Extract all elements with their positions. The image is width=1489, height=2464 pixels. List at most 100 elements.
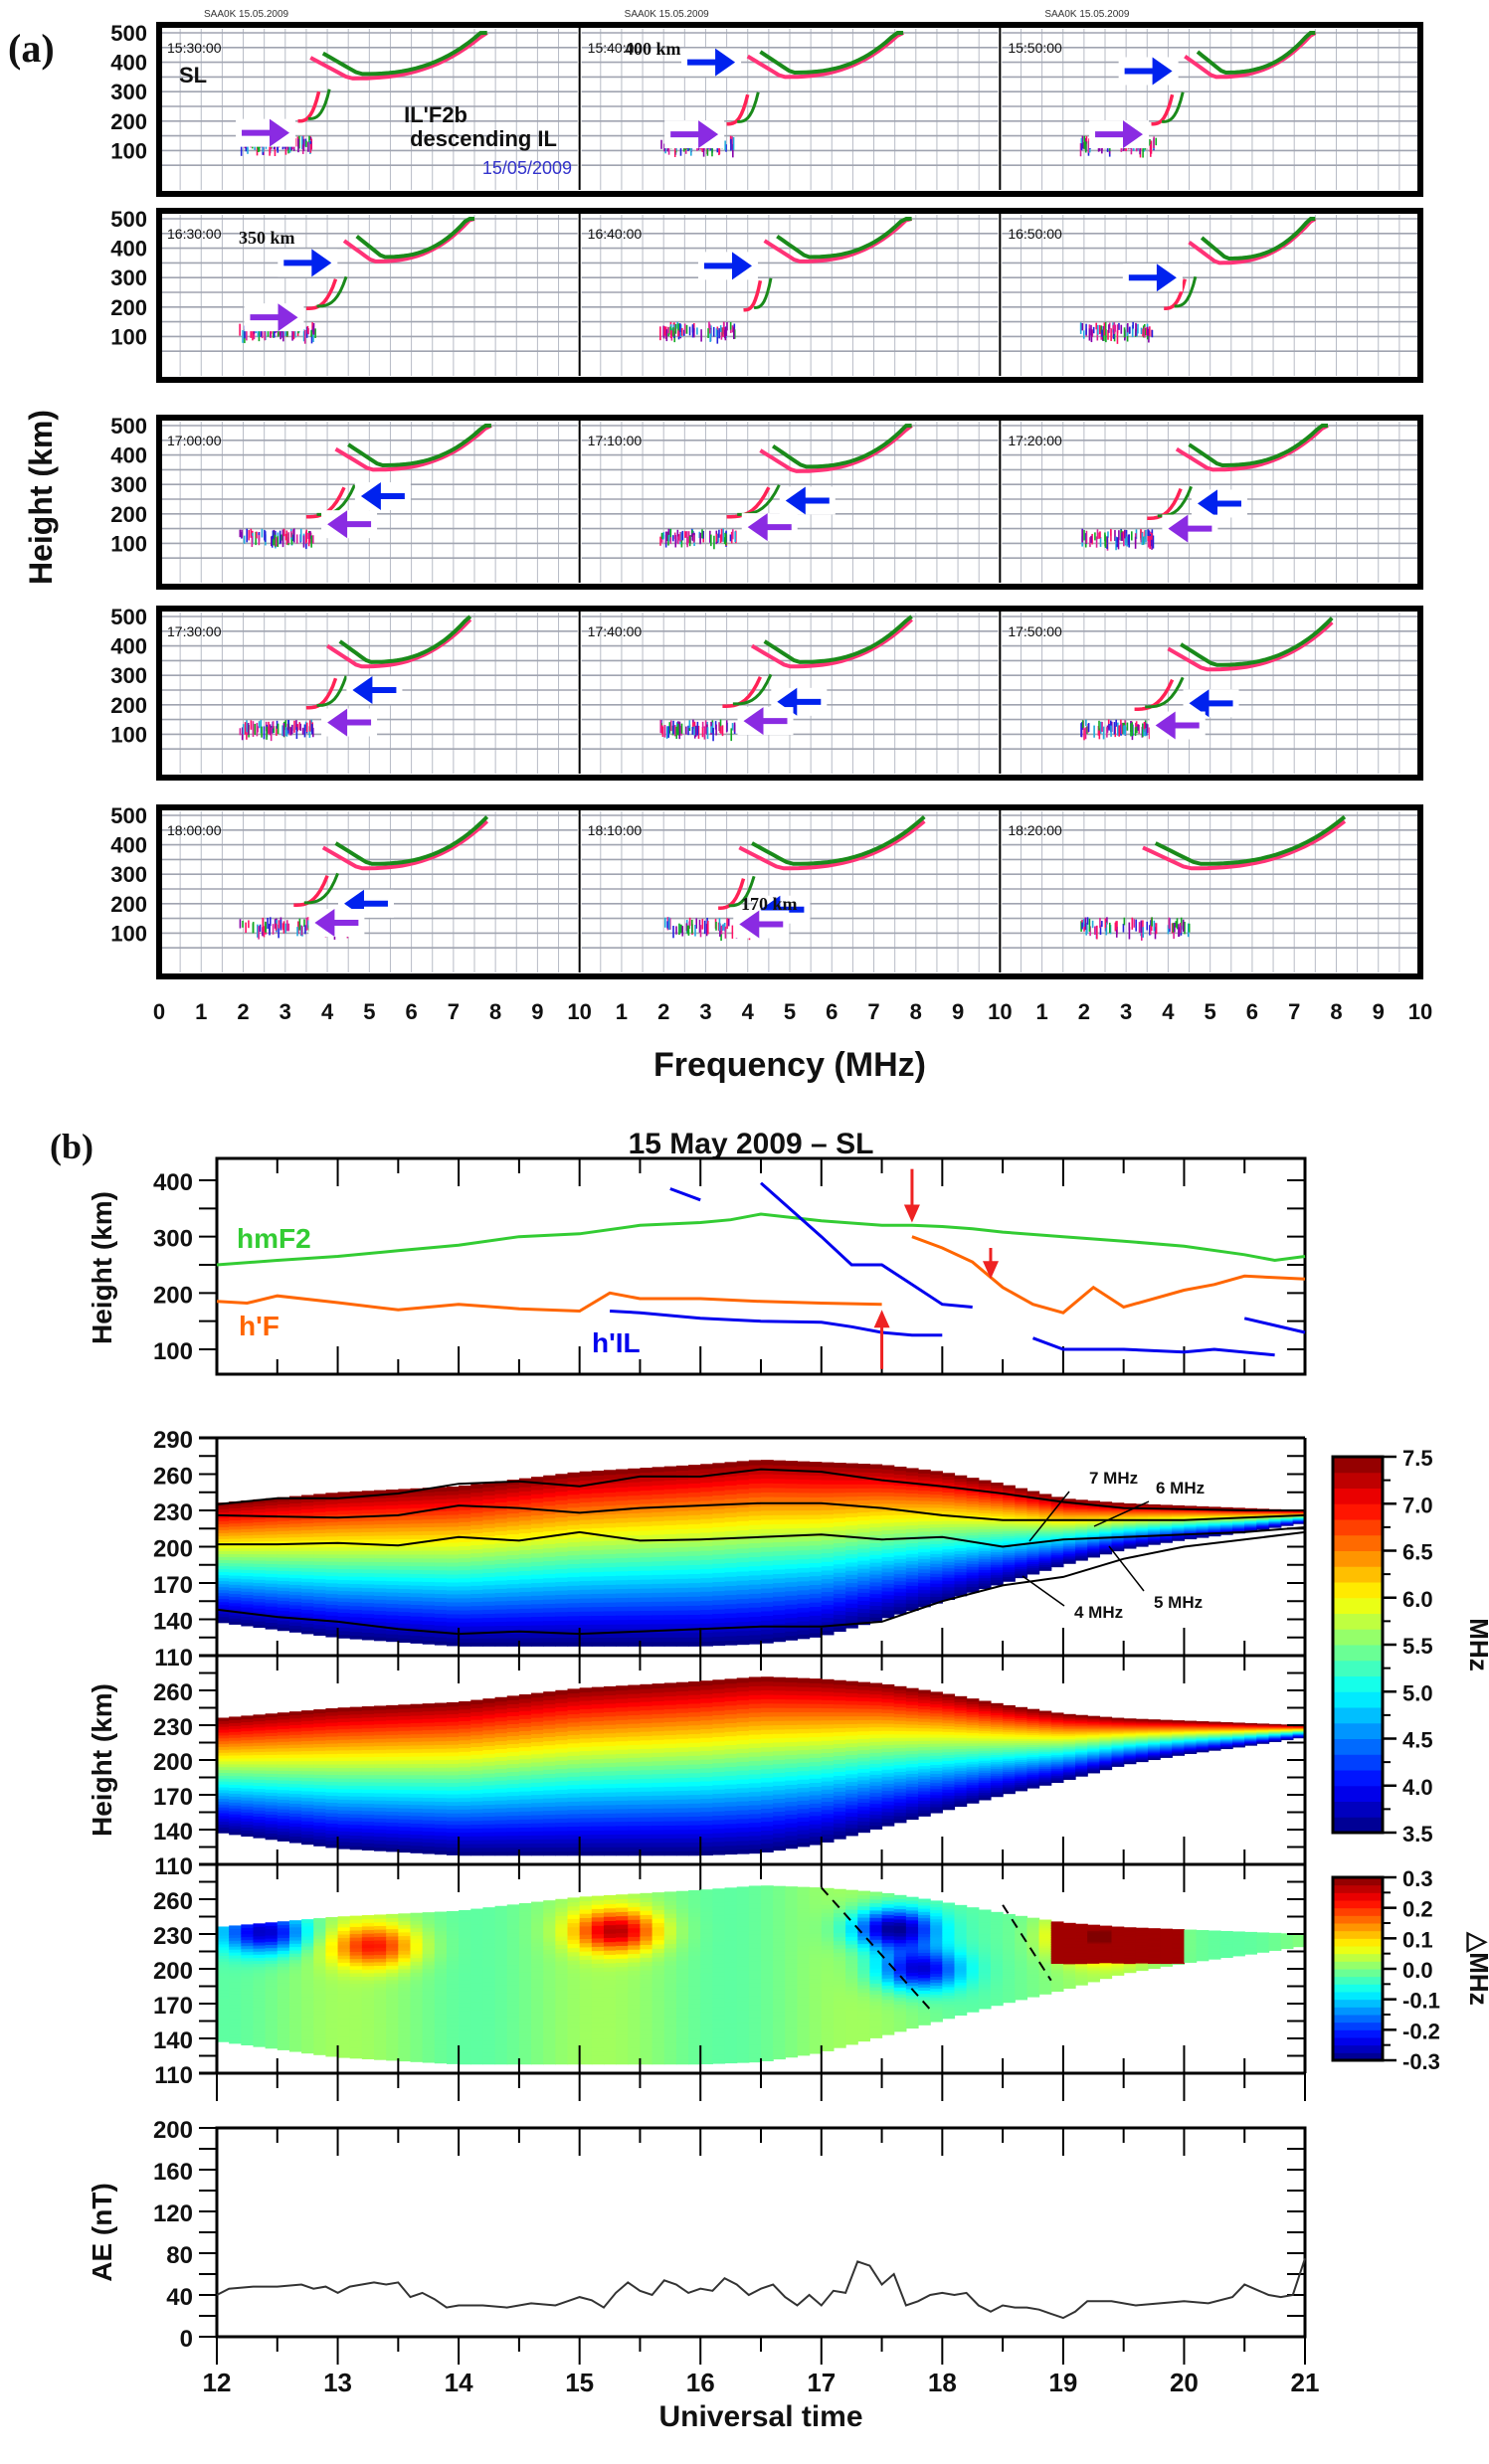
y-tick-label: 500	[110, 803, 147, 828]
heatmap-cell	[507, 1559, 520, 1564]
heatmap-cell	[918, 1572, 931, 1576]
heatmap-cell	[688, 1583, 701, 1588]
heatmap-cell	[531, 1540, 544, 1545]
heatmap-cell	[810, 1598, 823, 1603]
y-tick-label: 200	[110, 502, 147, 527]
heatmap-cell	[301, 1564, 314, 1568]
heatmap-cell	[894, 1592, 907, 1596]
heatmap-cell	[301, 1533, 314, 1537]
heatmap-cell	[398, 1589, 411, 1593]
echo-point	[659, 326, 661, 340]
echo-point	[1083, 136, 1085, 149]
heatmap-cell	[894, 1474, 907, 1478]
heatmap-cell	[543, 1565, 556, 1570]
heatmap-cell	[737, 1475, 750, 1480]
heatmap-cell	[386, 1561, 399, 1565]
heatmap-cell	[398, 1504, 411, 1508]
heatmap-cell	[810, 1496, 823, 1501]
heatmap-cell	[555, 1496, 568, 1500]
heatmap-cell	[749, 1538, 762, 1543]
heatmap-cell	[301, 1578, 314, 1582]
heatmap-cell	[531, 1527, 544, 1532]
heatmap-cell	[894, 1562, 907, 1566]
heatmap-cell	[301, 1508, 314, 1512]
heatmap-cell	[640, 1521, 652, 1526]
heatmap-cell	[507, 1596, 520, 1601]
heatmap-cell	[857, 1600, 870, 1605]
heatmap-cell	[410, 1604, 423, 1608]
heatmap-cell	[398, 1608, 411, 1612]
heatmap-cell	[604, 1598, 617, 1603]
heatmap-cell	[568, 1598, 581, 1603]
heatmap-cell	[447, 1518, 460, 1523]
heatmap-cell	[725, 1516, 738, 1521]
echo-point	[1108, 324, 1110, 333]
heatmap-cell	[519, 1625, 532, 1630]
heatmap-cell	[894, 1540, 907, 1544]
x-tick-label: 0	[153, 999, 165, 1024]
heatmap-cell	[543, 1638, 556, 1643]
echo-point	[1081, 323, 1083, 330]
heatmap-cell	[507, 1525, 520, 1530]
heatmap-cell	[640, 1490, 652, 1495]
heatmap-cell	[664, 1637, 677, 1642]
echo-point	[240, 919, 242, 928]
heatmap-cell	[507, 1592, 520, 1597]
echo-point	[1085, 141, 1087, 152]
echo-point	[732, 926, 734, 939]
heatmap-cell	[435, 1522, 448, 1527]
heatmap-cell	[580, 1494, 593, 1498]
heatmap-cell	[592, 1624, 605, 1629]
heatmap-cell	[737, 1520, 750, 1525]
echo-point	[306, 723, 308, 732]
heatmap-cell	[749, 1524, 762, 1529]
echo-point	[704, 726, 706, 739]
heatmap-cell	[712, 1554, 725, 1559]
echo-point	[1121, 532, 1123, 541]
heatmap-cell	[301, 1606, 314, 1610]
heatmap-cell	[918, 1487, 931, 1491]
heatmap-cell	[664, 1547, 677, 1552]
heatmap-cell	[362, 1539, 375, 1543]
echo-point	[1100, 537, 1102, 547]
heatmap-cell	[325, 1503, 338, 1507]
heatmap-cell	[435, 1590, 448, 1595]
heatmap-cell	[338, 1528, 351, 1532]
heatmap-cell	[906, 1476, 919, 1480]
heatmap-cell	[398, 1558, 411, 1562]
heatmap-cell	[906, 1486, 919, 1490]
y-tick-label: 400	[110, 833, 147, 858]
heatmap-cell	[507, 1604, 520, 1609]
heatmap-cell	[616, 1642, 629, 1647]
echo-point	[242, 921, 244, 928]
heatmap-cell	[531, 1494, 544, 1498]
heatmap-cell	[325, 1597, 338, 1601]
heatmap-cell	[737, 1594, 750, 1599]
heatmap-cell	[785, 1475, 798, 1480]
heatmap-cell	[725, 1553, 738, 1558]
x-axis-title: Frequency (MHz)	[653, 1046, 926, 1084]
heatmap-cell	[447, 1578, 460, 1583]
heatmap-cell	[967, 1478, 980, 1481]
heatmap-cell	[301, 1571, 314, 1575]
heatmap-cell	[604, 1567, 617, 1572]
heatmap-cell	[894, 1570, 907, 1574]
echo-point	[672, 535, 674, 541]
heatmap-cell	[894, 1584, 907, 1588]
heatmap-cell	[350, 1532, 363, 1536]
heatmap-cell	[543, 1476, 556, 1481]
heatmap-cell	[313, 1532, 326, 1536]
heatmap-cell	[906, 1596, 919, 1600]
echo-point	[251, 720, 253, 729]
heatmap-cell	[301, 1529, 314, 1533]
echo-point	[1121, 723, 1123, 734]
heatmap-cell	[785, 1591, 798, 1596]
heatmap-cell	[519, 1642, 532, 1647]
heatmap-cell	[712, 1604, 725, 1609]
echo-point	[1090, 536, 1092, 543]
heatmap-cell	[688, 1479, 701, 1484]
echo-point	[681, 926, 683, 936]
heatmap-cell	[857, 1520, 870, 1525]
heatmap-cell	[604, 1620, 617, 1625]
echo-point	[1140, 529, 1142, 538]
